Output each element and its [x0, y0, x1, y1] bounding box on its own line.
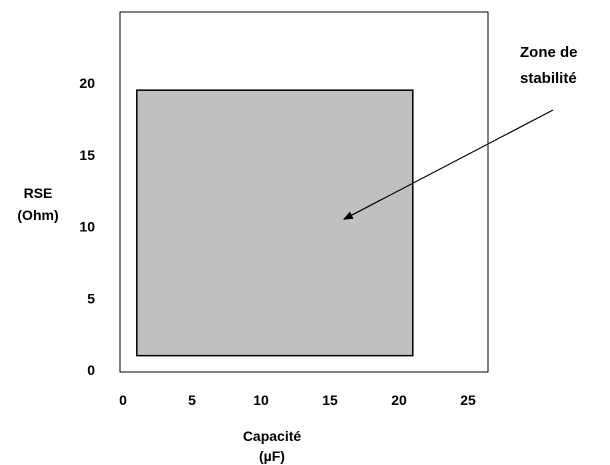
y-tick-label: 15 [79, 147, 95, 163]
y-tick-label: 20 [79, 75, 95, 91]
annotation-line-1: Zone de [520, 44, 578, 61]
x-tick-label: 15 [322, 392, 338, 408]
y-tick-label: 10 [79, 219, 95, 235]
x-axis-label-line-1: Capacité [243, 428, 302, 444]
y-axis-label-line-1: RSE [24, 185, 53, 201]
x-tick-label: 0 [119, 392, 127, 408]
y-axis-label-line-2: (Ohm) [17, 207, 58, 223]
x-tick-label: 20 [391, 392, 407, 408]
annotation-arrow [342, 109, 554, 220]
x-tick-label: 5 [188, 392, 196, 408]
y-tick-labels: 0 5 10 15 20 [79, 75, 95, 378]
x-tick-label: 10 [253, 392, 269, 408]
y-tick-label: 5 [87, 290, 95, 306]
x-axis-label-line-2: (µF) [259, 448, 285, 464]
annotation-line-2: stabilité [520, 70, 577, 87]
stability-zone [136, 89, 414, 357]
x-tick-labels: 0 5 10 15 20 25 [119, 392, 476, 408]
y-tick-label: 0 [87, 362, 95, 378]
x-tick-label: 25 [460, 392, 476, 408]
